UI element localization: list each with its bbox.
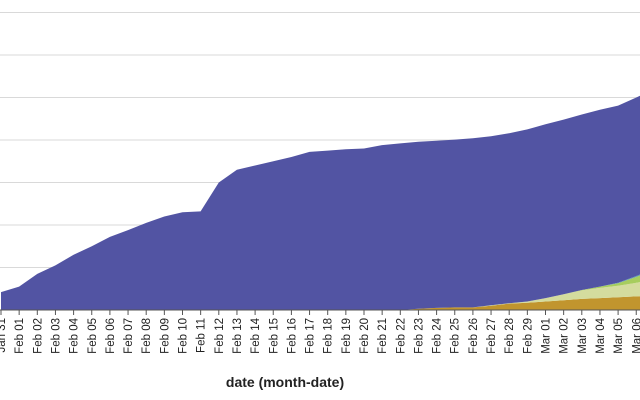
x-tick-labels: Jan 31 Feb 01 Feb 02 Feb 03 Feb 04 Feb 05 Feb … [0,317,640,353]
x-tick-label: Feb 06 [105,318,117,354]
x-tick-label: Feb 24 [432,317,444,353]
x-tick-label: Feb 23 [413,318,425,354]
x-tick-label: Feb 01 [14,318,26,354]
x-tick-label: Feb 02 [32,318,44,354]
x-tick-label: Feb 17 [305,318,317,354]
x-tick-label: Jan 31 [0,318,8,353]
x-tick-label: Feb 08 [141,318,153,354]
x-tick-label: Feb 15 [268,318,280,354]
x-tick-label: Feb 28 [504,318,516,354]
x-tick-label: Feb 05 [87,318,99,354]
x-axis [0,309,640,315]
x-tick-label: Feb 03 [50,318,62,354]
x-tick-label: Mar 01 [541,318,553,354]
x-tick-label: Feb 11 [196,318,208,353]
x-tick-label: Mar 03 [577,318,589,354]
x-tick-label: Feb 10 [178,318,190,354]
x-tick-label: Feb 12 [214,318,226,354]
x-tick-label: Feb 04 [69,317,81,353]
x-axis-title: date (month-date) [226,374,344,390]
x-tick-label: Mar 04 [595,317,607,353]
x-tick-label: Feb 20 [359,318,371,354]
x-tick-label: Mar 05 [613,318,625,354]
x-tick-label: Feb 22 [395,318,407,354]
x-tick-label: Feb 27 [486,318,498,354]
x-tick-label: Feb 25 [450,318,462,354]
x-tick-label: Mar 06 [631,318,640,354]
x-tick-label: Feb 07 [123,318,135,354]
x-tick-label: Feb 19 [341,318,353,354]
x-tick-label: Feb 18 [323,318,335,354]
x-tick-label: Feb 09 [159,318,171,354]
x-tick-label: Feb 29 [522,318,534,354]
area-series-1 [1,296,640,310]
x-tick-label: Feb 26 [468,318,480,354]
x-tick-label: Mar 02 [559,318,571,354]
x-tick-label: Feb 13 [232,318,244,354]
x-tick-label: Feb 21 [377,318,389,354]
area-series-5 [1,95,640,310]
x-tick-label: Feb 14 [250,317,262,353]
x-tick-label: Feb 16 [286,318,298,354]
area-series-layer [1,95,640,310]
